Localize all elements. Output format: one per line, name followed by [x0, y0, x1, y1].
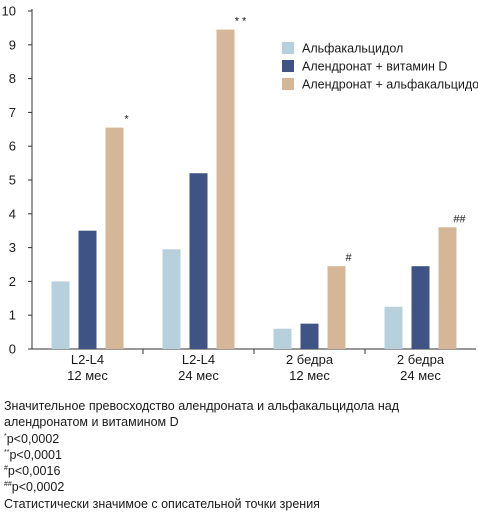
y-tick-label: 8	[9, 71, 16, 86]
footnote-p4: ##p<0,0002	[4, 479, 474, 495]
footnote-p1-mark: *	[4, 432, 7, 440]
y-tick-label: 6	[9, 139, 16, 154]
significance-mark: ##	[453, 213, 466, 225]
footnote-descriptive: Статистически значимое с описательной то…	[4, 496, 320, 511]
bar	[189, 173, 208, 349]
legend-swatch	[282, 78, 294, 90]
x-category-label: 2 бедра	[286, 352, 334, 367]
bar	[216, 29, 235, 350]
footnote-p2: **p<0,0001	[4, 447, 474, 463]
significance-mark: * *	[235, 16, 247, 28]
y-tick-label: 3	[9, 240, 16, 255]
bar	[273, 328, 292, 349]
footnote-p2-mark: **	[4, 448, 10, 456]
footnote-p4-value: p<0,0002	[11, 480, 65, 495]
bar	[105, 127, 124, 349]
bar	[411, 266, 430, 349]
footnote-p4-mark: ##	[4, 481, 12, 489]
footnote-p3-value: p<0,0016	[7, 464, 61, 479]
legend-swatch	[282, 42, 294, 54]
significance-mark: #	[345, 252, 352, 264]
x-category-label: 2 бедра	[397, 352, 445, 367]
footnote-p3-mark: #	[4, 465, 8, 473]
legend-label: Алендронат + витамин D	[302, 60, 447, 74]
footnote-p1: *p<0,0002	[4, 431, 474, 447]
x-category-label: 24 мес	[178, 368, 219, 383]
x-category-label: 12 мес	[67, 368, 108, 383]
bar	[51, 281, 70, 349]
legend-label: Алендронат + альфакальцидол	[302, 78, 478, 92]
chart-footnotes: Значительное превосходство алендроната и…	[4, 398, 474, 512]
bar	[78, 230, 97, 349]
y-tick-label: 9	[9, 37, 16, 52]
footnote-superiority: Значительное превосходство алендроната и…	[4, 399, 400, 430]
y-tick-label: 4	[9, 206, 16, 221]
legend-label: Альфакальцидол	[302, 42, 403, 56]
bar	[327, 266, 346, 349]
footnote-p2-value: p<0,0001	[9, 447, 62, 462]
x-category-label: 12 мес	[289, 368, 330, 383]
bar	[438, 227, 457, 349]
y-tick-label: 0	[9, 342, 16, 357]
y-tick-label: 1	[9, 308, 16, 323]
bar	[300, 323, 319, 349]
x-category-label: 24 мес	[400, 368, 441, 383]
y-tick-label: 5	[9, 173, 16, 188]
y-tick-label: 2	[9, 274, 16, 289]
significance-mark: *	[124, 114, 129, 126]
bar	[162, 249, 181, 349]
x-category-label: L2-L4	[182, 352, 215, 367]
bar	[384, 306, 403, 349]
footnote-p3: #p<0,0016	[4, 463, 474, 479]
y-tick-label: 7	[9, 105, 16, 120]
footnote-p1-value: p<0,0002	[6, 431, 60, 446]
x-category-label: L2-L4	[71, 352, 104, 367]
legend-swatch	[282, 60, 294, 72]
y-tick-label: 10	[2, 4, 16, 19]
